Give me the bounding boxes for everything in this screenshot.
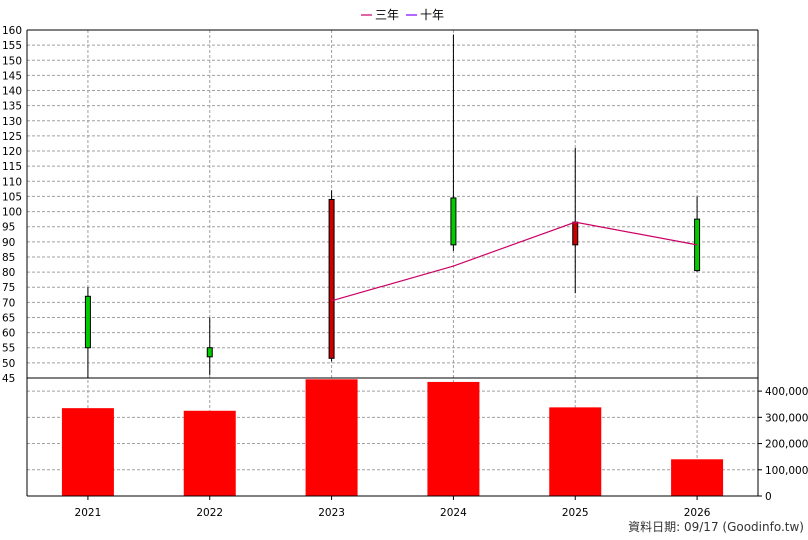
price-tick-label: 50: [2, 358, 15, 370]
price-tick-label: 75: [2, 282, 15, 294]
price-tick-label: 135: [2, 101, 22, 113]
x-tick-label: 2022: [196, 507, 223, 519]
three-year-line: [331, 221, 698, 302]
legend: 三年 十年: [361, 8, 444, 22]
x-tick-label: 2024: [440, 507, 467, 519]
volume-tick-label: 400,000: [765, 386, 808, 398]
volume-tick-label: 100,000: [765, 465, 808, 477]
price-tick-label: 120: [2, 146, 22, 158]
volume-bar: [427, 381, 480, 496]
volume-tick-label: 0: [765, 491, 772, 503]
price-tick-label: 90: [2, 237, 15, 249]
candle-body: [84, 295, 91, 349]
candle-body: [206, 347, 213, 358]
volume-bar: [183, 410, 236, 496]
volume-bar: [61, 408, 114, 496]
volume-tick-label: 300,000: [765, 412, 808, 424]
price-tick-label: 60: [2, 328, 15, 340]
price-tick-label: 155: [2, 40, 22, 52]
x-tick-label: 2025: [562, 507, 589, 519]
price-tick-label: 160: [2, 25, 22, 37]
footer-source-label: 資料日期: 09/17 (Goodinfo.tw): [628, 520, 804, 534]
x-tick-label: 2021: [75, 507, 102, 519]
volume-panel: 0 100,000 200,000 300,000 400,000: [27, 379, 808, 503]
price-panel: 45 50 55 60 65 70 75 80 85 90 95 100 105 110 115 120 125…: [2, 25, 758, 496]
price-tick-label: 95: [2, 222, 15, 234]
volume-bar: [305, 379, 358, 496]
legend-label-ten-year: 十年: [420, 8, 444, 22]
legend-label-three-year: 三年: [375, 8, 399, 22]
price-tick-label: 145: [2, 70, 22, 82]
price-tick-label: 150: [2, 55, 22, 67]
price-tick-label: 100: [2, 207, 22, 219]
price-tick-label: 140: [2, 86, 22, 98]
candle-body: [328, 198, 335, 359]
candle-body: [572, 221, 579, 246]
price-tick-label: 125: [2, 131, 22, 143]
price-tick-label: 65: [2, 312, 15, 324]
price-tick-label: 45: [2, 373, 15, 385]
candle-body: [450, 197, 457, 246]
volume-bar: [549, 407, 602, 496]
price-tick-label: 85: [2, 252, 15, 264]
price-tick-label: 55: [2, 343, 15, 355]
volume-tick-label: 200,000: [765, 439, 808, 451]
volume-bar: [671, 459, 724, 496]
price-tick-label: 70: [2, 297, 15, 309]
x-tick-label: 2026: [684, 507, 711, 519]
price-tick-label: 105: [2, 191, 22, 203]
price-tick-label: 110: [2, 176, 22, 188]
price-tick-label: 130: [2, 116, 22, 128]
x-tick-label: 2023: [318, 507, 345, 519]
x-axis: 2021 2022 2023 2024 2025 2026: [26, 29, 759, 519]
price-tick-label: 80: [2, 267, 15, 279]
price-tick-label: 115: [2, 161, 22, 173]
